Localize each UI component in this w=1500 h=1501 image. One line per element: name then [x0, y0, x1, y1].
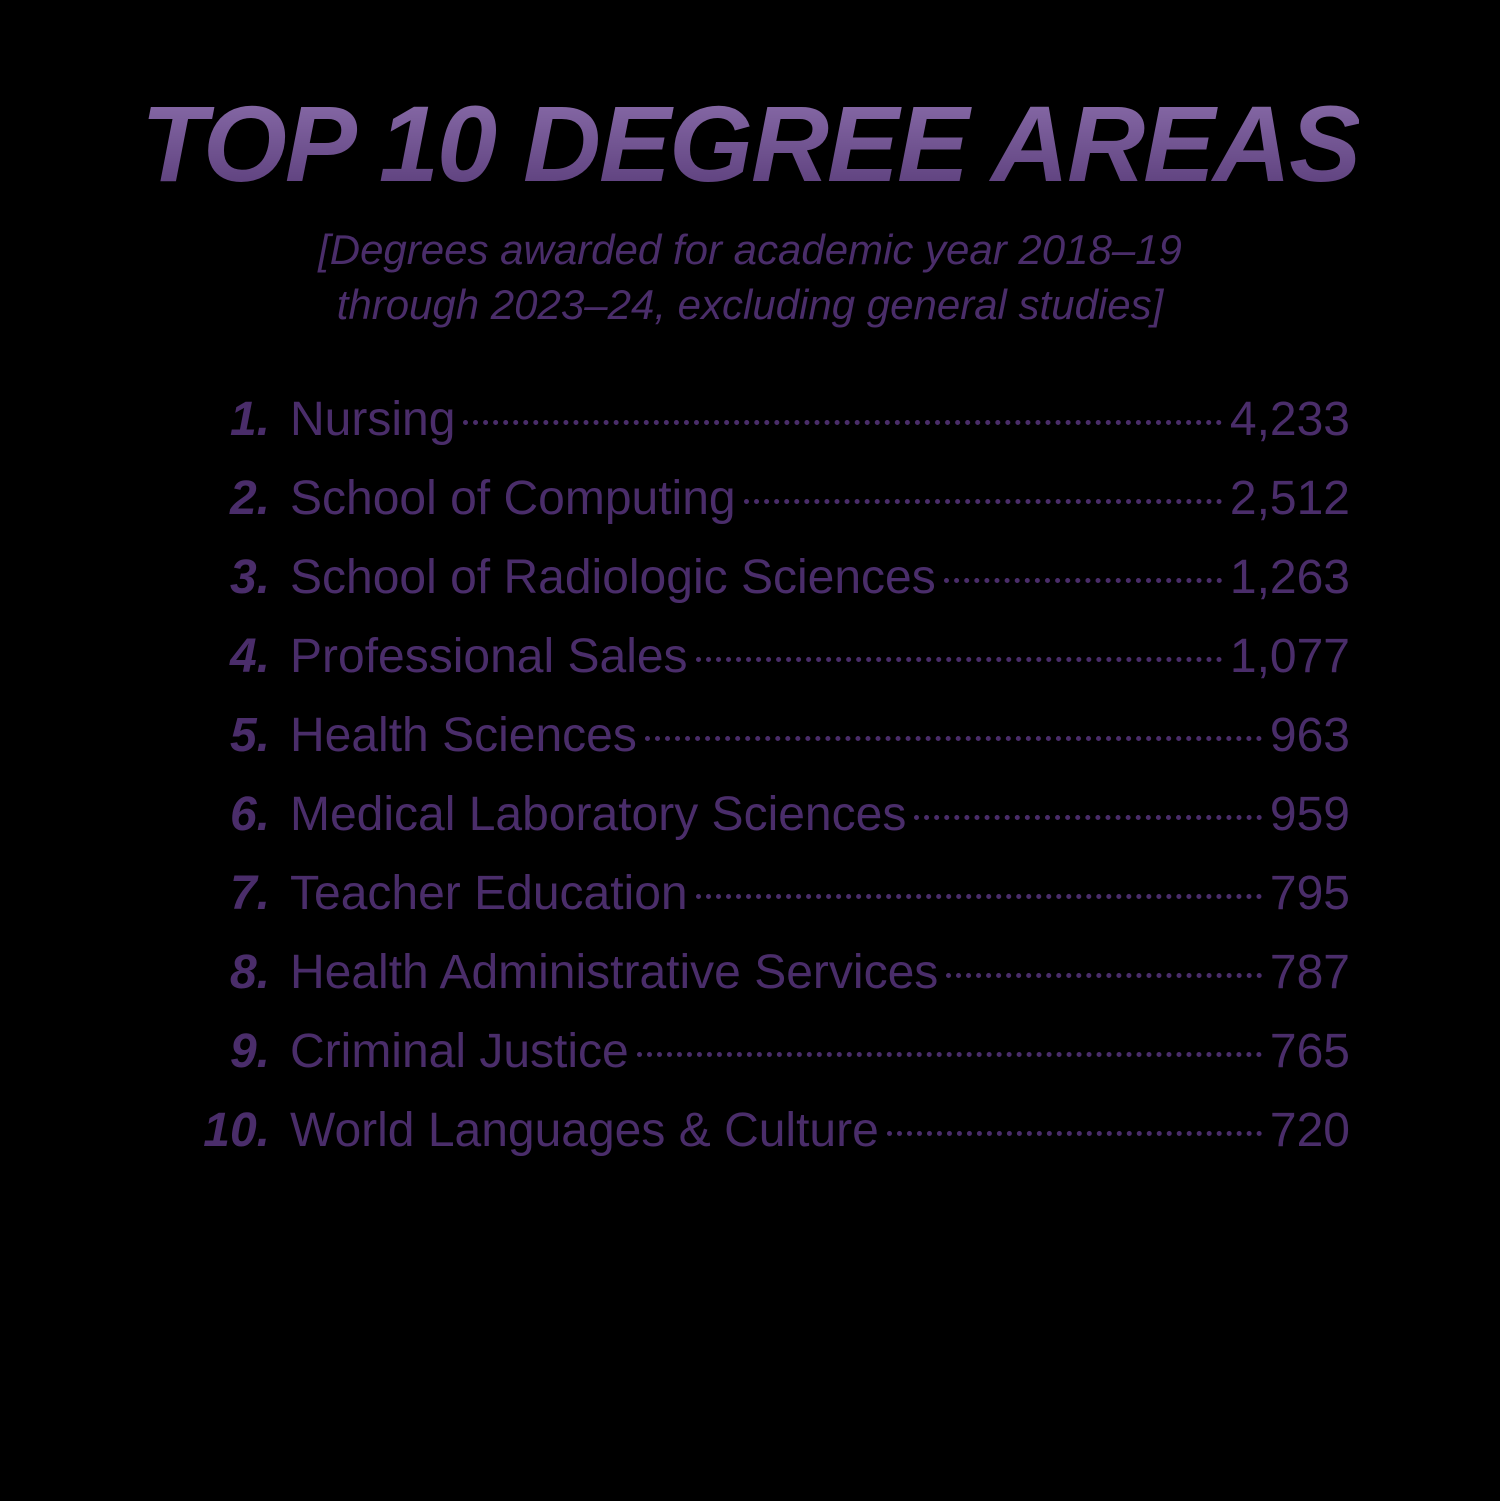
degree-count: 787	[1270, 945, 1350, 1000]
dot-leader	[946, 973, 1262, 978]
list-item: 3. School of Radiologic Sciences 1,263	[190, 550, 1350, 605]
degree-count: 765	[1270, 1024, 1350, 1079]
list-item: 9. Criminal Justice 765	[190, 1024, 1350, 1079]
rank-number: 3.	[190, 550, 290, 605]
page-title: TOP 10 DEGREE AREAS	[141, 90, 1359, 198]
dot-leader	[914, 815, 1262, 820]
dot-leader	[645, 736, 1262, 741]
dot-leader	[696, 894, 1262, 899]
subtitle-line-1: [Degrees awarded for academic year 2018–…	[318, 226, 1182, 273]
list-item: 4. Professional Sales 1,077	[190, 629, 1350, 684]
list-item: 5. Health Sciences 963	[190, 708, 1350, 763]
degree-count: 795	[1270, 866, 1350, 921]
degree-label: School of Radiologic Sciences	[290, 550, 936, 605]
degree-label: Medical Laboratory Sciences	[290, 787, 906, 842]
degree-label: School of Computing	[290, 471, 736, 526]
degree-count: 959	[1270, 787, 1350, 842]
degree-count: 2,512	[1230, 471, 1350, 526]
rank-number: 4.	[190, 629, 290, 684]
degree-label: Criminal Justice	[290, 1024, 629, 1079]
rank-number: 6.	[190, 787, 290, 842]
list-item: 8. Health Administrative Services 787	[190, 945, 1350, 1000]
list-item: 6. Medical Laboratory Sciences 959	[190, 787, 1350, 842]
dot-leader	[463, 420, 1221, 425]
degree-label: Professional Sales	[290, 629, 688, 684]
rank-number: 9.	[190, 1024, 290, 1079]
dot-leader	[887, 1131, 1262, 1136]
dot-leader	[744, 499, 1222, 504]
degree-label: Teacher Education	[290, 866, 688, 921]
degree-count: 1,263	[1230, 550, 1350, 605]
degree-count: 720	[1270, 1103, 1350, 1158]
degree-label: Health Sciences	[290, 708, 637, 763]
rank-number: 1.	[190, 392, 290, 447]
degree-label: Nursing	[290, 392, 455, 447]
degree-count: 963	[1270, 708, 1350, 763]
degree-list: 1. Nursing 4,233 2. School of Computing …	[150, 392, 1350, 1182]
rank-number: 7.	[190, 866, 290, 921]
degree-count: 1,077	[1230, 629, 1350, 684]
list-item: 2. School of Computing 2,512	[190, 471, 1350, 526]
list-item: 1. Nursing 4,233	[190, 392, 1350, 447]
dot-leader	[637, 1052, 1262, 1057]
rank-number: 8.	[190, 945, 290, 1000]
list-item: 10. World Languages & Culture 720	[190, 1103, 1350, 1158]
degree-count: 4,233	[1230, 392, 1350, 447]
dot-leader	[944, 578, 1222, 583]
subtitle-line-2: through 2023–24, excluding general studi…	[337, 281, 1164, 328]
degree-label: Health Administrative Services	[290, 945, 938, 1000]
rank-number: 2.	[190, 471, 290, 526]
subtitle: [Degrees awarded for academic year 2018–…	[318, 223, 1182, 332]
dot-leader	[696, 657, 1222, 662]
degree-label: World Languages & Culture	[290, 1103, 879, 1158]
rank-number: 10.	[190, 1103, 290, 1158]
list-item: 7. Teacher Education 795	[190, 866, 1350, 921]
rank-number: 5.	[190, 708, 290, 763]
